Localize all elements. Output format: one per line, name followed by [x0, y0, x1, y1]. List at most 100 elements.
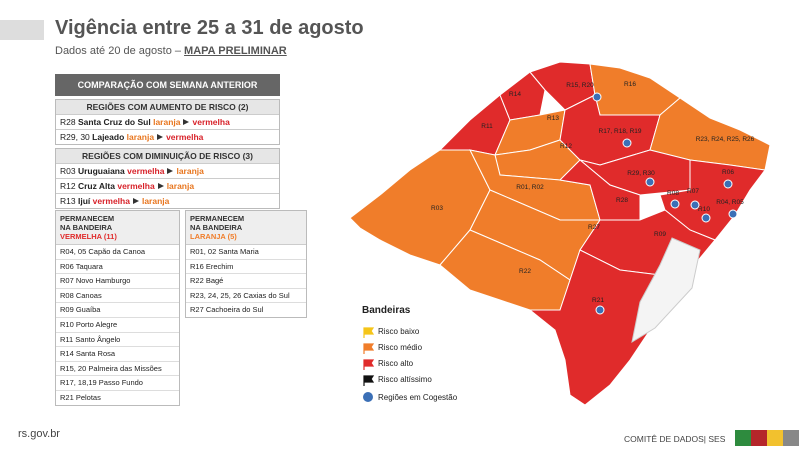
region-label: R21 — [592, 297, 604, 304]
remain-item: R17, 18,19 Passo Fundo — [56, 375, 179, 390]
remain-item: R01, 02 Santa Maria — [190, 247, 259, 256]
region-label: R17, R18, R19 — [599, 128, 642, 135]
region-label: R11 — [481, 123, 493, 130]
remain-item: R21 Pelotas — [56, 389, 179, 405]
region-label: R29, R30 — [627, 170, 655, 177]
region-label: R07 — [687, 188, 699, 195]
remain-heading: PERMANECEM NA BANDEIRA LARANJA (5) — [186, 211, 306, 245]
region-label: R01, R02 — [516, 184, 544, 191]
region-name: Uruguaiana — [77, 166, 125, 176]
remain-red-box: PERMANECEM NA BANDEIRA VERMELHA (11) R04, … — [55, 210, 180, 406]
region-label: R14 — [509, 91, 521, 98]
from-flag: laranja — [153, 117, 181, 127]
remain-item: R10 Porto Alegre — [56, 316, 179, 332]
remain-item: R09 Guaíba — [56, 302, 179, 317]
region-label: R13 — [547, 115, 559, 122]
region-label: R12 — [560, 143, 572, 150]
footer-site: rs.gov.br — [18, 428, 60, 440]
legend-flag — [363, 375, 375, 386]
region-shape — [589, 63, 681, 116]
region-shape — [499, 71, 546, 121]
remain-item: R08 Canoas — [56, 287, 179, 303]
from-flag: laranja — [126, 132, 155, 142]
remain-item: R15, 20 Palmeira das Missões — [56, 360, 179, 376]
region-name: Santa Cruz do Sul — [77, 117, 151, 127]
region-name: Lajeado — [92, 132, 125, 142]
from-flag: vermelha — [127, 166, 165, 176]
legend-flag — [363, 327, 375, 338]
remain-heading: PERMANECEM NA BANDEIRA VERMELHA (11) — [56, 211, 179, 245]
region-label: R27 — [588, 224, 600, 231]
arrow — [167, 168, 174, 174]
legend-label: Risco alto — [378, 359, 414, 368]
region-label: R22 — [519, 268, 531, 275]
remain-item: R04, 05 Capão da Canoa — [60, 247, 146, 256]
from-flag: vermelha — [117, 181, 155, 191]
legend-label: Risco baixo — [378, 327, 420, 336]
remain-heading-text: PERMANECEM NA BANDEIRA — [190, 214, 249, 232]
region-code: R12 — [60, 181, 76, 191]
region-label: R04, R05 — [716, 199, 744, 206]
region-code: R28 — [60, 117, 76, 127]
legend-cogestao-icon — [363, 392, 373, 402]
section-heading: REGIÕES COM AUMENTO DE RISCO (2) — [56, 100, 279, 114]
region-label: R06 — [722, 169, 734, 176]
region-label: R23, R24, R25, R26 — [696, 136, 755, 143]
cogestao-icons — [592, 92, 738, 315]
footer-credit: COMITÊ DE DADOS| SES — [624, 434, 726, 444]
arrow — [183, 119, 190, 125]
legend-title: Bandeiras — [362, 305, 411, 316]
section-heading: REGIÕES COM DIMINUIÇÃO DE RISCO (3) — [56, 149, 279, 163]
comparison-title: COMPARAÇÃO COM SEMANA ANTERIOR — [55, 74, 280, 96]
remain-item: R16 Erechim — [186, 258, 306, 274]
legend-cogestao: Regiões em Cogestão — [378, 393, 458, 402]
footer-colors — [735, 430, 799, 446]
legend-label: Risco médio — [378, 343, 423, 352]
comparison-row: R12 Cruz Alta vermelha laranja — [56, 178, 279, 193]
increase-box: REGIÕES COM AUMENTO DE RISCO (2) R28 Sant… — [55, 99, 280, 145]
title: Vigência entre 25 a 31 de agosto — [55, 17, 364, 39]
to-flag: laranja — [166, 181, 195, 191]
arrow — [132, 198, 139, 204]
legend-label: Risco altíssimo — [378, 375, 432, 384]
legend-flag — [363, 359, 375, 370]
comparison-row: R29, 30 Lajeado laranja vermelha — [56, 129, 279, 144]
remain-item: R07 Novo Hamburgo — [56, 273, 179, 288]
region-shape — [558, 159, 641, 221]
legend-flag — [363, 343, 375, 354]
region-code: R13 — [60, 196, 76, 206]
remain-flag: VERMELHA (11) — [60, 232, 117, 241]
to-flag: vermelha — [166, 132, 204, 142]
from-flag: vermelha — [92, 196, 130, 206]
region-label: R10 — [698, 206, 710, 213]
comparison-row: R03 Uruguaiana vermelha laranja — [56, 163, 279, 178]
region-label: R16 — [624, 81, 636, 88]
comparison-row: R28 Santa Cruz do Sul laranja vermelha — [56, 114, 279, 129]
region-label: R15, R20 — [566, 82, 594, 89]
region-label: R03 — [431, 205, 443, 212]
remain-item: R22 Bagé — [186, 273, 306, 288]
remain-item: R14 Santa Rosa — [56, 346, 179, 361]
to-flag: laranja — [141, 196, 170, 206]
remain-item: R11 Santo Ângelo — [56, 331, 179, 347]
region-label: R28 — [616, 197, 628, 204]
remain-heading-text: PERMANECEM NA BANDEIRA — [60, 214, 119, 232]
arrow — [157, 183, 164, 189]
subtitle-text: Dados até 20 de agosto – — [55, 45, 181, 57]
region-name: Ijuí — [77, 196, 91, 206]
to-flag: vermelha — [192, 117, 230, 127]
title-bar — [0, 20, 44, 40]
region-label: R09 — [654, 231, 666, 238]
remain-item: R06 Taquara — [56, 258, 179, 274]
subtitle: Dados até 20 de agosto – MAPA PRELIMINAR — [55, 45, 287, 57]
subtitle-link: MAPA PRELIMINAR — [184, 45, 287, 57]
lagoa — [631, 237, 701, 344]
remain-item: R23, 24, 25, 26 Caxias do Sul — [186, 287, 306, 303]
to-flag: laranja — [176, 166, 204, 176]
region-name: Cruz Alta — [77, 181, 115, 191]
remain-flag: LARANJA (5) — [190, 232, 237, 241]
arrow — [157, 134, 164, 140]
remain-orange-box: PERMANECEM NA BANDEIRA LARANJA (5) R01, 02… — [185, 210, 307, 318]
remain-item: R27 Cachoeira do Sul — [186, 302, 306, 317]
